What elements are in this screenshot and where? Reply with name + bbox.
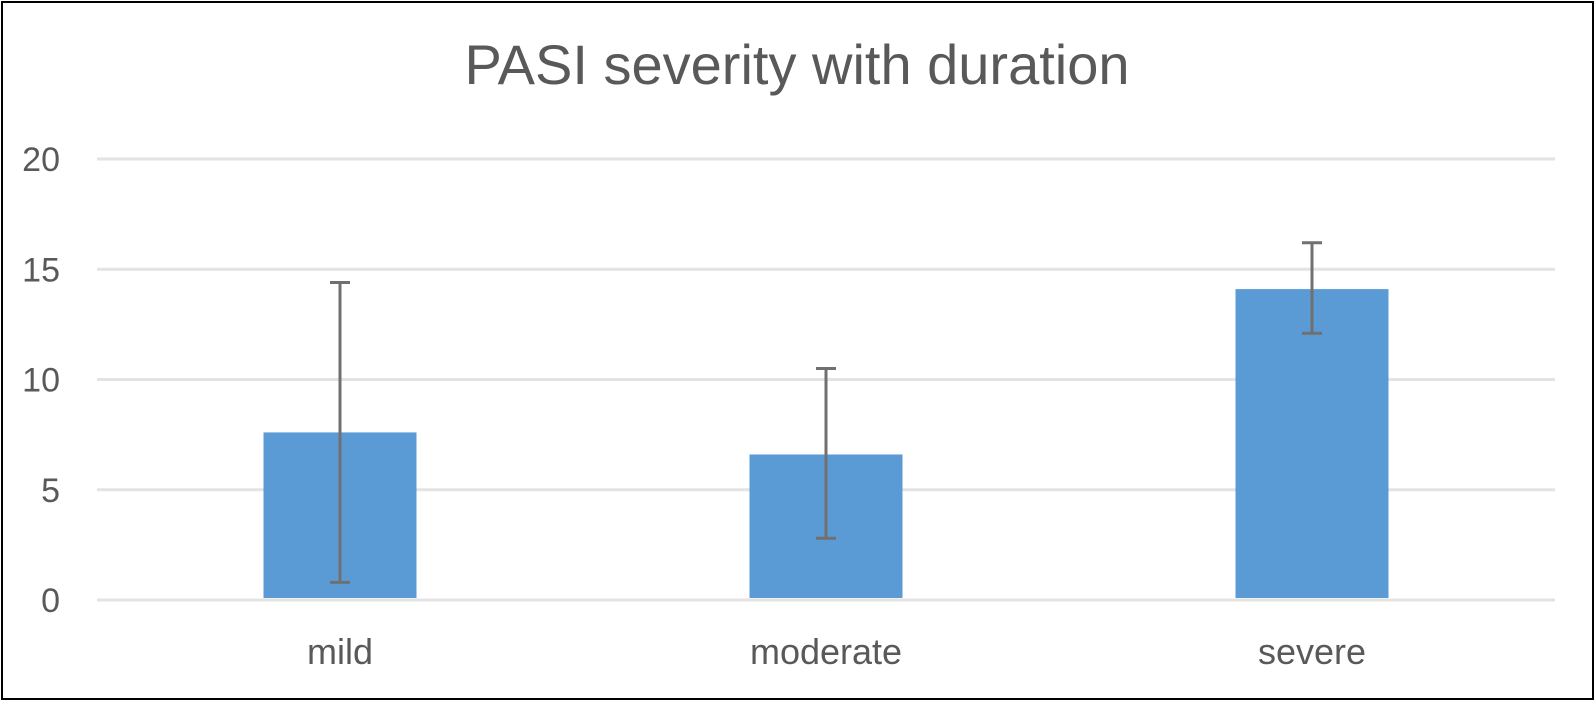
error-bar-moderate bbox=[816, 366, 836, 540]
y-tick-label: 0 bbox=[41, 582, 60, 620]
y-tick-label: 5 bbox=[41, 472, 60, 510]
y-tick-label: 15 bbox=[22, 251, 60, 289]
x-axis-categories: mild moderate severe bbox=[307, 631, 1366, 672]
chart-title: PASI severity with duration bbox=[464, 33, 1129, 96]
bar-severe bbox=[1235, 289, 1389, 598]
x-category-label: moderate bbox=[750, 631, 902, 672]
x-category-label: severe bbox=[1258, 631, 1366, 672]
y-axis-ticks: 0 5 10 15 20 bbox=[22, 141, 60, 620]
x-category-label: mild bbox=[307, 631, 373, 672]
error-bar-severe bbox=[1302, 241, 1322, 335]
error-bars bbox=[330, 241, 1322, 584]
error-bar-mild bbox=[330, 280, 350, 584]
y-tick-label: 10 bbox=[22, 362, 60, 400]
y-tick-label: 20 bbox=[22, 141, 60, 179]
